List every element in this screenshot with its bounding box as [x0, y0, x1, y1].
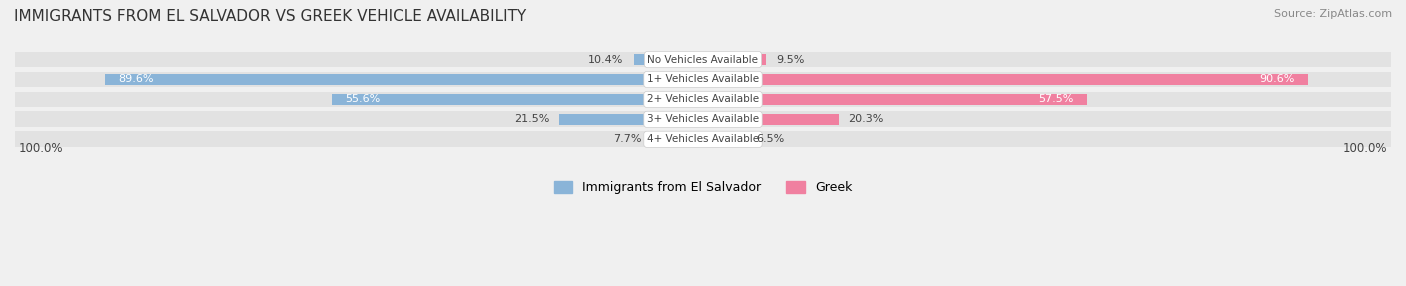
FancyBboxPatch shape	[651, 134, 703, 145]
Text: 6.5%: 6.5%	[756, 134, 785, 144]
FancyBboxPatch shape	[703, 74, 1308, 85]
Text: 9.5%: 9.5%	[776, 55, 804, 65]
Text: 21.5%: 21.5%	[515, 114, 550, 124]
Text: 7.7%: 7.7%	[613, 134, 641, 144]
Text: 4+ Vehicles Available: 4+ Vehicles Available	[647, 134, 759, 144]
FancyBboxPatch shape	[560, 114, 703, 125]
FancyBboxPatch shape	[104, 74, 703, 85]
FancyBboxPatch shape	[703, 134, 747, 145]
FancyBboxPatch shape	[15, 112, 1391, 127]
Text: 100.0%: 100.0%	[1343, 142, 1388, 155]
FancyBboxPatch shape	[703, 54, 766, 65]
Text: 3+ Vehicles Available: 3+ Vehicles Available	[647, 114, 759, 124]
Legend: Immigrants from El Salvador, Greek: Immigrants from El Salvador, Greek	[548, 176, 858, 199]
FancyBboxPatch shape	[15, 132, 1391, 147]
Text: 2+ Vehicles Available: 2+ Vehicles Available	[647, 94, 759, 104]
FancyBboxPatch shape	[703, 94, 1087, 105]
Text: 90.6%: 90.6%	[1260, 74, 1295, 84]
FancyBboxPatch shape	[634, 54, 703, 65]
Text: 55.6%: 55.6%	[344, 94, 380, 104]
Text: Source: ZipAtlas.com: Source: ZipAtlas.com	[1274, 9, 1392, 19]
FancyBboxPatch shape	[15, 52, 1391, 67]
Text: 57.5%: 57.5%	[1039, 94, 1074, 104]
Text: 89.6%: 89.6%	[118, 74, 153, 84]
Text: 10.4%: 10.4%	[588, 55, 623, 65]
Text: 20.3%: 20.3%	[849, 114, 884, 124]
FancyBboxPatch shape	[703, 114, 838, 125]
Text: 1+ Vehicles Available: 1+ Vehicles Available	[647, 74, 759, 84]
Text: No Vehicles Available: No Vehicles Available	[648, 55, 758, 65]
Text: 100.0%: 100.0%	[18, 142, 63, 155]
FancyBboxPatch shape	[15, 92, 1391, 107]
Text: IMMIGRANTS FROM EL SALVADOR VS GREEK VEHICLE AVAILABILITY: IMMIGRANTS FROM EL SALVADOR VS GREEK VEH…	[14, 9, 526, 23]
FancyBboxPatch shape	[15, 72, 1391, 87]
FancyBboxPatch shape	[332, 94, 703, 105]
